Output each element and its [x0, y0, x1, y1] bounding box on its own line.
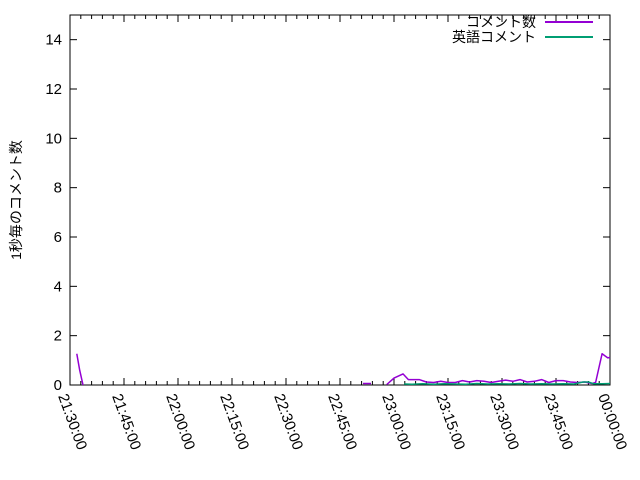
x-tick-label: 21:30:00 — [54, 392, 90, 453]
plot-border — [69, 14, 611, 386]
x-tick-label: 22:15:00 — [216, 392, 252, 453]
x-tick-label: 23:15:00 — [432, 392, 468, 453]
y-tick-label: 8 — [54, 180, 62, 197]
legend-entry-english-comments: 英語コメント — [452, 29, 593, 45]
x-tick-label: 23:30:00 — [486, 392, 522, 453]
x-tick-label: 22:30:00 — [270, 392, 306, 453]
x-tick-label: 23:45:00 — [540, 392, 576, 453]
y-axis-title: 1秒毎のコメント数 — [8, 140, 24, 260]
series-line-英語コメント — [404, 381, 611, 386]
legend-label-english-comments: 英語コメント — [452, 29, 536, 45]
x-tick-label: 22:45:00 — [324, 392, 360, 453]
y-tick-label: 2 — [54, 328, 62, 345]
y-tick-label: 12 — [45, 81, 62, 98]
y-tick-label: 14 — [45, 32, 62, 49]
legend-line-sample-english-comments — [545, 36, 593, 38]
x-tick-label: 00:00:00 — [594, 392, 630, 453]
y-tick-label: 0 — [54, 377, 62, 394]
x-tick-label: 22:00:00 — [162, 392, 198, 453]
series-line-コメント数 — [76, 353, 84, 386]
legend-label-comments: コメント数 — [466, 14, 536, 30]
series-line-コメント数 — [386, 352, 611, 386]
legend-entry-comments: コメント数 — [452, 14, 593, 30]
y-tick-label: 10 — [45, 130, 62, 147]
y-tick-label: 4 — [54, 278, 62, 295]
legend-line-sample-comments — [545, 21, 593, 23]
x-tick-label: 23:00:00 — [378, 392, 414, 453]
legend: コメント数 英語コメント — [452, 14, 593, 45]
y-tick-label: 6 — [54, 229, 62, 246]
x-tick-label: 21:45:00 — [108, 392, 144, 453]
